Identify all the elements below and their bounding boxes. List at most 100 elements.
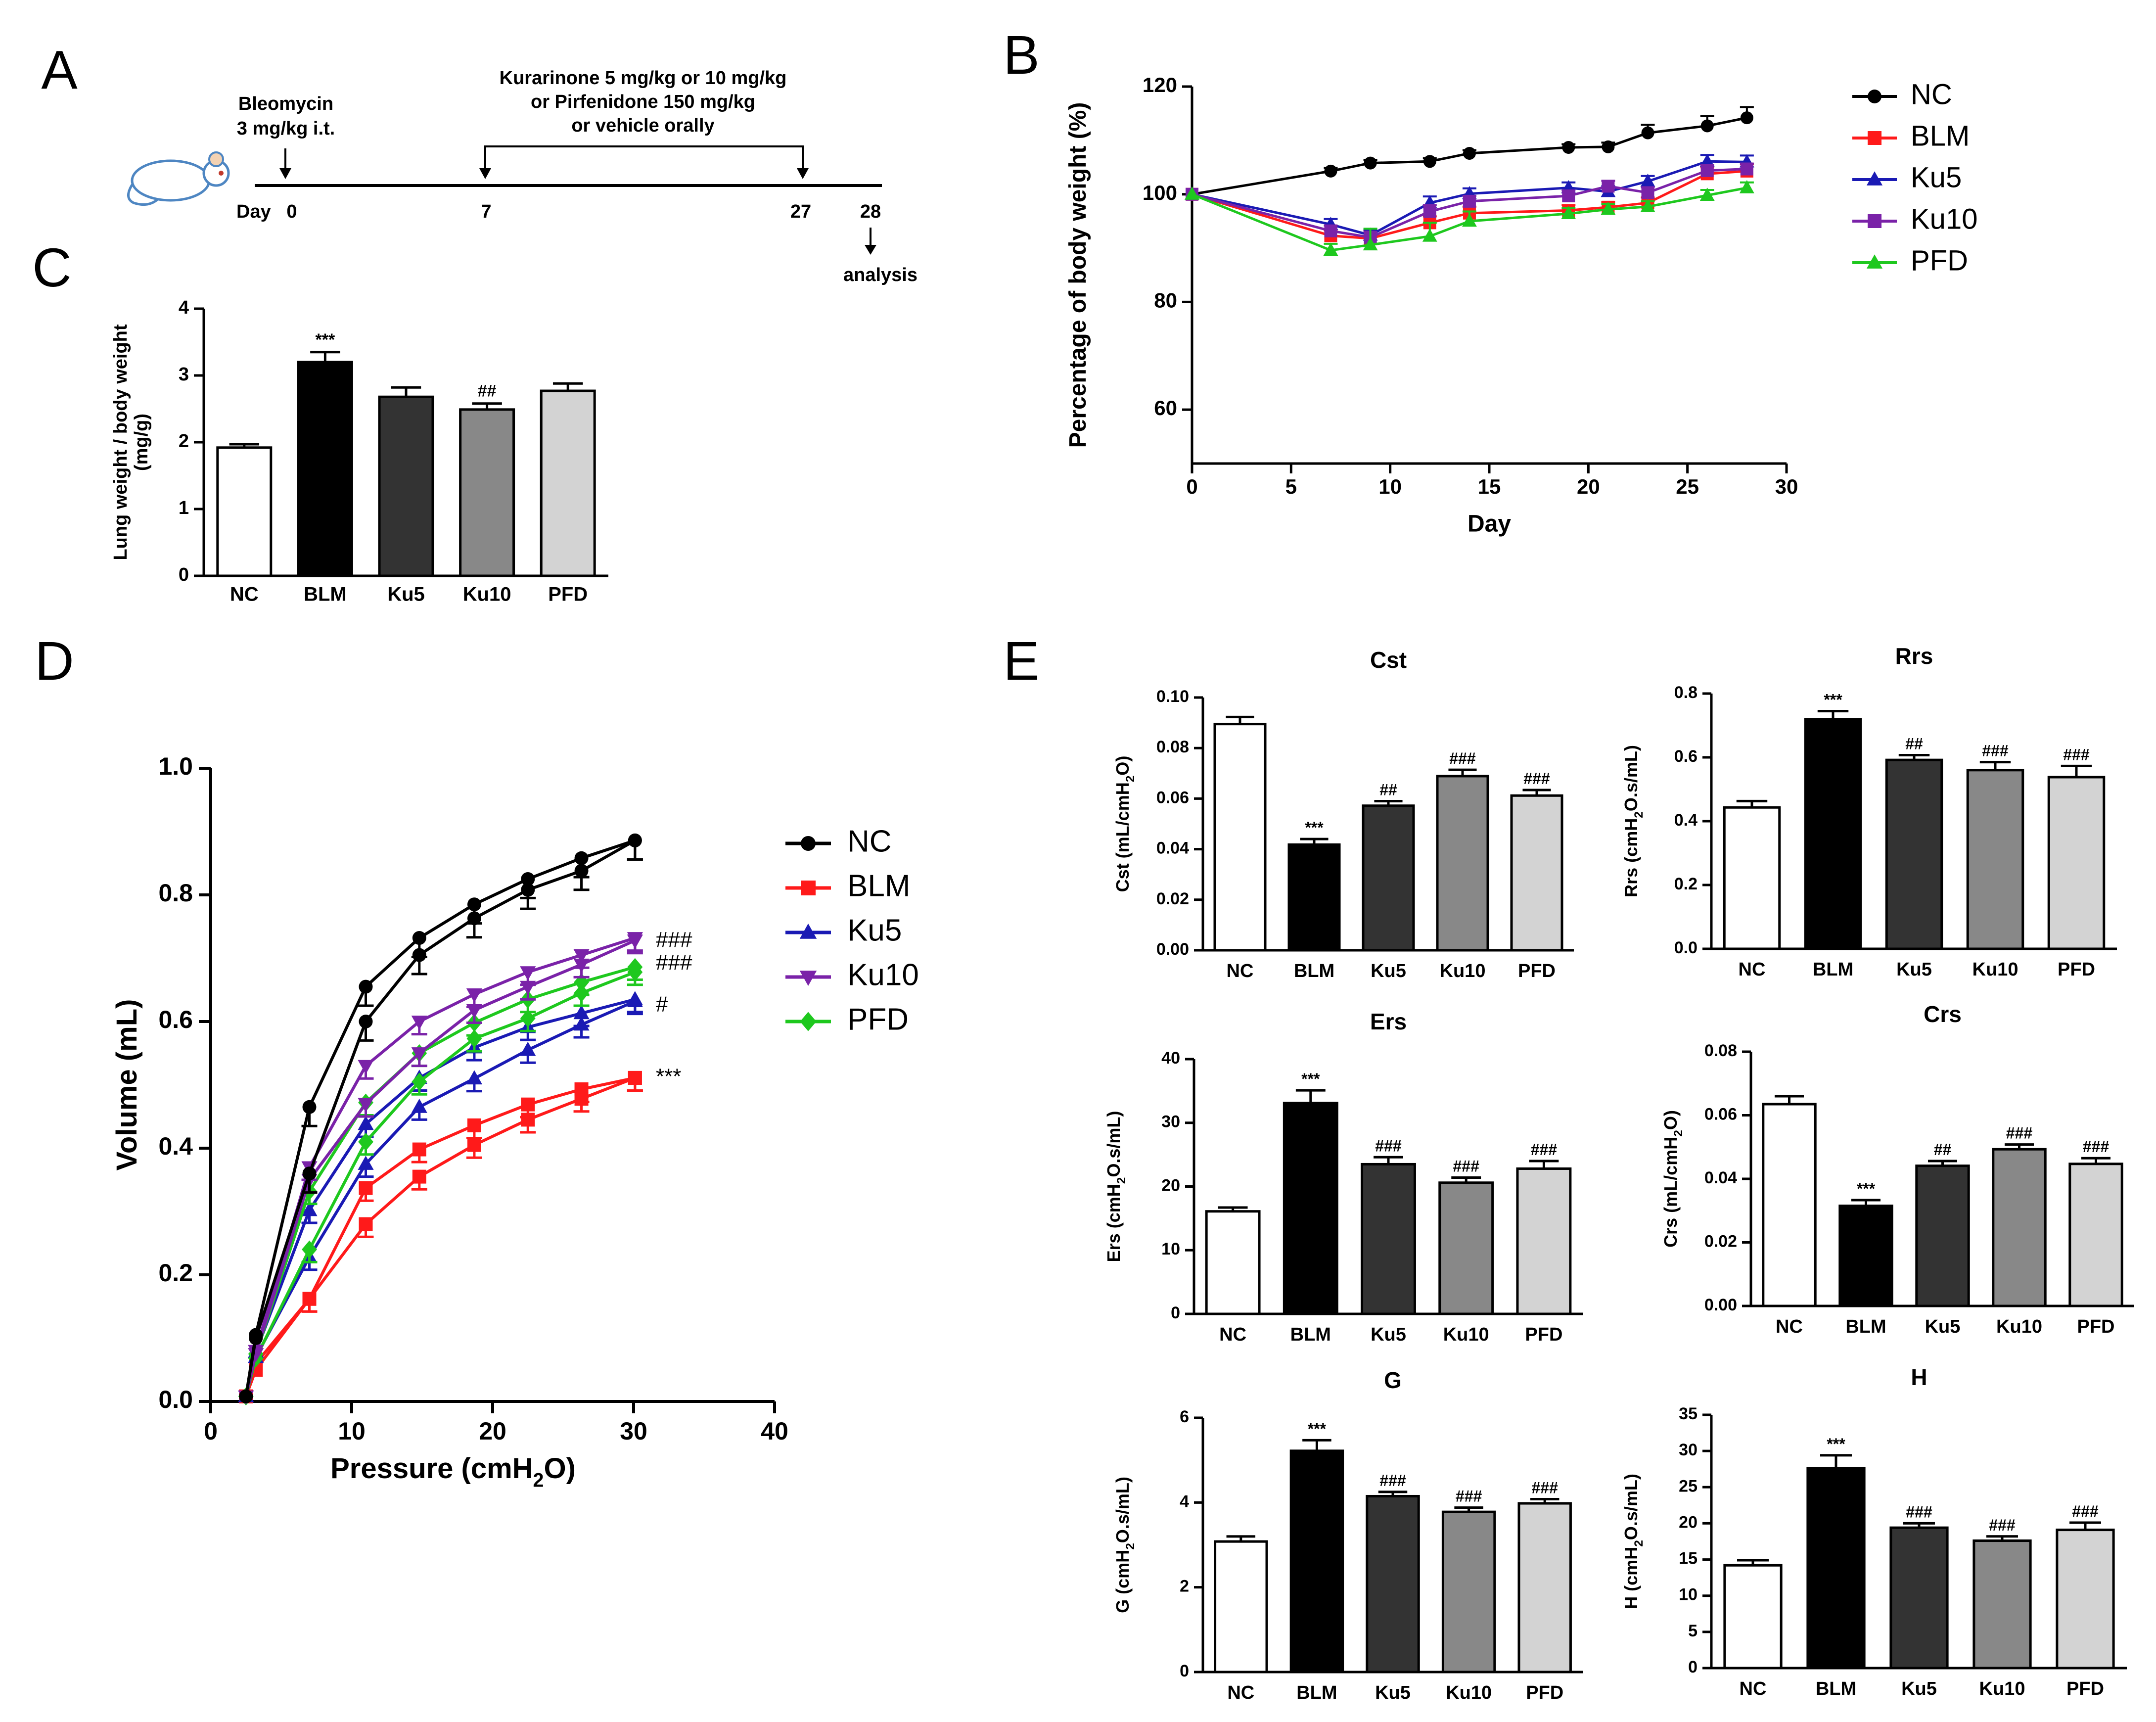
mouse-body [131, 159, 211, 202]
data-point-NC [1423, 155, 1436, 168]
category-label-BLM: BLM [1816, 1678, 1856, 1699]
data-point-PFD [1699, 187, 1715, 201]
data-point-Ku5 [358, 1156, 374, 1170]
bar-Ku10 [1973, 1539, 2032, 1670]
y-tick-label: 0.08 [1704, 1041, 1737, 1060]
category-label-NC: NC [1740, 1678, 1767, 1699]
data-point-PFD [1561, 206, 1576, 219]
y-tick-label: 0.00 [1704, 1296, 1737, 1314]
category-label-Ku5: Ku5 [1371, 1324, 1406, 1345]
chart-title: G [1384, 1367, 1402, 1393]
x-tick-label: 30 [620, 1417, 647, 1445]
bar-Ku5 [1889, 1526, 1949, 1670]
data-point-NC [574, 864, 589, 878]
y-tick-label: 0.2 [158, 1259, 193, 1287]
x-tick-label: 10 [338, 1417, 366, 1445]
y-axis-label: H (cmH2O.s/mL) [1621, 1474, 1646, 1609]
data-point-PFD [520, 1009, 536, 1027]
bar-NC [1762, 1103, 1817, 1307]
y-tick-label: 3 [179, 364, 189, 385]
category-label-Ku10: Ku10 [1443, 1324, 1489, 1345]
analysis-arrowhead [865, 245, 876, 255]
bar-Ku10 [1992, 1148, 2047, 1307]
data-point-PFD [1462, 213, 1477, 227]
day-tick-0: 0 [286, 201, 297, 222]
data-point-BLM [628, 1070, 642, 1085]
y-axis-label-sub: 2 [1632, 811, 1646, 818]
x-tick-label: 5 [1285, 475, 1297, 498]
x-tick-label: 15 [1478, 475, 1501, 498]
y-tick-label: 0.04 [1156, 839, 1189, 858]
y-tick-label: 20 [1679, 1513, 1697, 1532]
y-tick-label: 0 [1688, 1658, 1697, 1676]
y-tick-label: 120 [1143, 73, 1177, 96]
bar-Ku10 [1438, 1181, 1494, 1315]
category-label-Ku5: Ku5 [387, 584, 425, 605]
category-label-NC: NC [1227, 961, 1254, 981]
data-point-BLM [412, 1142, 426, 1157]
chart-title: Cst [1370, 647, 1407, 673]
x-axis-label-sub: 2 [533, 1469, 544, 1491]
data-point-BLM [412, 1169, 426, 1184]
x-axis-label: Day [1468, 511, 1511, 537]
y-tick-label: 0.06 [1156, 788, 1189, 807]
legend-marker-Ku10 [1868, 214, 1881, 228]
data-point-NC [412, 931, 426, 945]
y-axis-label-main: Ers (cmH [1103, 1184, 1124, 1262]
x-axis-label: Pressure (cmH2O) [330, 1452, 576, 1491]
y-axis-label-end: O.s/mL) [1621, 745, 1641, 811]
category-label-PFD: PFD [548, 584, 588, 605]
treatment-arrowhead-end [797, 168, 809, 179]
annotation-Ku5: # [656, 992, 668, 1017]
y-tick-label: 0.00 [1156, 940, 1189, 959]
series-line-Ku10 [1192, 168, 1747, 239]
y-tick-label: 2 [179, 431, 189, 452]
legend-label-NC: NC [1911, 78, 1952, 110]
x-axis-label-end: O) [544, 1452, 575, 1485]
y-axis-label-end: O.s/mL) [1112, 1477, 1133, 1543]
data-point-NC [359, 979, 373, 994]
data-point-Ku5 [466, 1070, 483, 1085]
y-tick-label: 0.10 [1156, 687, 1189, 706]
data-point-PFD [1422, 229, 1437, 242]
category-label-Ku10: Ku10 [463, 584, 511, 605]
data-point-NC [359, 1015, 373, 1028]
series-BLM [239, 1070, 643, 1403]
data-point-PFD [358, 1133, 373, 1151]
data-point-Ku10 [627, 934, 643, 949]
series-deflation-line-Ku10 [244, 939, 636, 1397]
annotation-BLM: *** [1308, 1420, 1327, 1438]
legend: NC BLM Ku5 Ku10 PFD [785, 824, 919, 1036]
data-point-NC [239, 1389, 253, 1403]
y-tick-label: 4 [179, 297, 189, 318]
legend-label-PFD: PFD [847, 1002, 909, 1036]
y-axis-label-end: O.s/mL) [1621, 1474, 1641, 1540]
x-tick-label: 0 [1186, 475, 1197, 498]
treatment-line-2: or Pirfenidone 150 mg/kg [531, 92, 755, 112]
y-tick-label: 0.6 [1674, 747, 1697, 766]
y-axis-label-end: O.s/mL) [1103, 1111, 1124, 1177]
data-point-Ku10 [1641, 186, 1654, 199]
panel-e-h-chart: 0 5 10 15 20 25 30 35 NC BLM *** Ku5 ### Ku10 ### PFD ##… [1621, 1364, 2127, 1699]
data-point-NC [574, 851, 589, 865]
bar-BLM [1289, 1449, 1344, 1674]
day-tick-28: 28 [860, 201, 881, 222]
annotation-Ku5: ### [1375, 1137, 1402, 1155]
y-axis-label: Rrs (cmH2O.s/mL) [1621, 745, 1646, 897]
data-point-PFD [302, 1240, 317, 1258]
data-point-BLM [467, 1138, 481, 1152]
y-tick-label: 0.8 [1674, 683, 1697, 702]
y-tick-label: 0.08 [1156, 738, 1189, 756]
data-point-Ku5 [1640, 173, 1655, 187]
data-point-Ku10 [466, 1004, 483, 1019]
panel-e-ers-chart: 0 10 20 30 40 NC BLM *** Ku5 ### Ku10 ### PFD ### Ers E… [1103, 1009, 1583, 1345]
data-point-NC [302, 1100, 317, 1114]
data-point-NC [1562, 141, 1575, 154]
bar-PFD [540, 389, 596, 577]
x-tick-label: 20 [1577, 475, 1600, 498]
y-axis-label-end: O) [1112, 756, 1133, 776]
y-tick-label: 60 [1154, 396, 1177, 419]
category-label-Ku10: Ku10 [1440, 961, 1486, 981]
y-axis-label: Ers (cmH2O.s/mL) [1103, 1111, 1128, 1262]
